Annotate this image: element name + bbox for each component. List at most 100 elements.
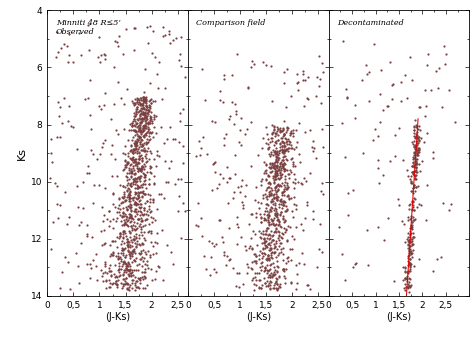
Point xyxy=(108,252,116,257)
Point xyxy=(145,120,152,126)
Point xyxy=(121,143,128,149)
Point xyxy=(257,264,264,269)
Point xyxy=(139,247,147,252)
Point xyxy=(74,205,82,210)
Point xyxy=(128,259,136,265)
Point xyxy=(401,264,409,270)
Point xyxy=(139,143,146,148)
Point xyxy=(73,250,80,255)
Point xyxy=(136,280,144,286)
Point xyxy=(405,276,413,281)
Point xyxy=(111,238,118,244)
Point xyxy=(120,214,128,219)
Point xyxy=(157,191,165,196)
Point xyxy=(119,283,127,289)
Point xyxy=(83,233,91,238)
Point xyxy=(129,248,137,253)
Point xyxy=(237,183,245,189)
Point xyxy=(114,250,122,256)
Point xyxy=(115,202,122,207)
Point xyxy=(267,151,275,157)
Point xyxy=(278,192,285,198)
Point xyxy=(150,180,158,186)
Point xyxy=(386,158,394,164)
Point xyxy=(146,199,154,205)
Point xyxy=(125,261,132,267)
Point xyxy=(406,243,414,249)
Point xyxy=(421,114,428,119)
Point xyxy=(249,266,256,272)
Point xyxy=(128,170,135,176)
Point xyxy=(137,182,145,187)
Point xyxy=(404,235,411,240)
Point xyxy=(143,282,151,287)
Point xyxy=(143,155,150,161)
Point xyxy=(250,281,258,287)
Point xyxy=(138,218,146,223)
Point xyxy=(282,173,289,179)
Point xyxy=(212,241,220,246)
Point xyxy=(133,206,140,212)
Point xyxy=(115,195,123,201)
Point xyxy=(262,216,269,222)
Point xyxy=(102,278,110,283)
Point xyxy=(230,189,238,195)
Point xyxy=(137,108,145,114)
Point xyxy=(141,274,149,280)
Point xyxy=(145,138,153,143)
Point xyxy=(119,150,127,156)
Point xyxy=(135,108,143,114)
Point xyxy=(412,184,419,190)
Point xyxy=(116,33,123,39)
Point xyxy=(261,268,269,273)
Point xyxy=(165,31,173,36)
Point xyxy=(421,87,429,93)
Point xyxy=(126,274,133,279)
Point xyxy=(141,147,149,153)
Point xyxy=(413,165,420,171)
Point xyxy=(131,128,138,133)
Point xyxy=(275,155,283,161)
Point xyxy=(63,43,71,48)
Point xyxy=(415,201,423,206)
Point xyxy=(278,206,286,211)
Point xyxy=(130,178,138,183)
Point xyxy=(154,263,161,268)
Point xyxy=(233,52,240,57)
Point xyxy=(281,169,288,174)
Point xyxy=(126,201,134,206)
Point xyxy=(121,197,128,203)
Point xyxy=(272,176,279,181)
Point xyxy=(143,104,151,109)
Point xyxy=(135,123,143,128)
Point xyxy=(270,238,277,243)
Point xyxy=(270,178,278,183)
Point xyxy=(126,205,133,210)
Point xyxy=(263,231,270,236)
Point xyxy=(140,98,147,104)
Point xyxy=(141,163,149,169)
Point xyxy=(128,171,136,176)
Point xyxy=(412,161,419,166)
Point xyxy=(406,225,414,230)
Point xyxy=(131,199,138,204)
Point xyxy=(277,136,285,141)
Point xyxy=(143,116,150,121)
Point xyxy=(338,121,346,126)
Point xyxy=(342,86,350,92)
Point xyxy=(127,207,135,213)
Point xyxy=(133,185,140,191)
Point xyxy=(126,167,133,173)
Point xyxy=(273,160,281,165)
Point xyxy=(247,211,255,216)
Text: Minniti 48 R≤5’
Observed: Minniti 48 R≤5’ Observed xyxy=(56,19,121,36)
Point xyxy=(281,229,289,235)
Point xyxy=(273,213,281,218)
Point xyxy=(137,148,145,153)
Point xyxy=(134,120,141,126)
Point xyxy=(394,196,401,202)
Point xyxy=(136,205,144,211)
Point xyxy=(408,188,416,193)
Point xyxy=(410,204,417,210)
Point xyxy=(180,200,187,205)
